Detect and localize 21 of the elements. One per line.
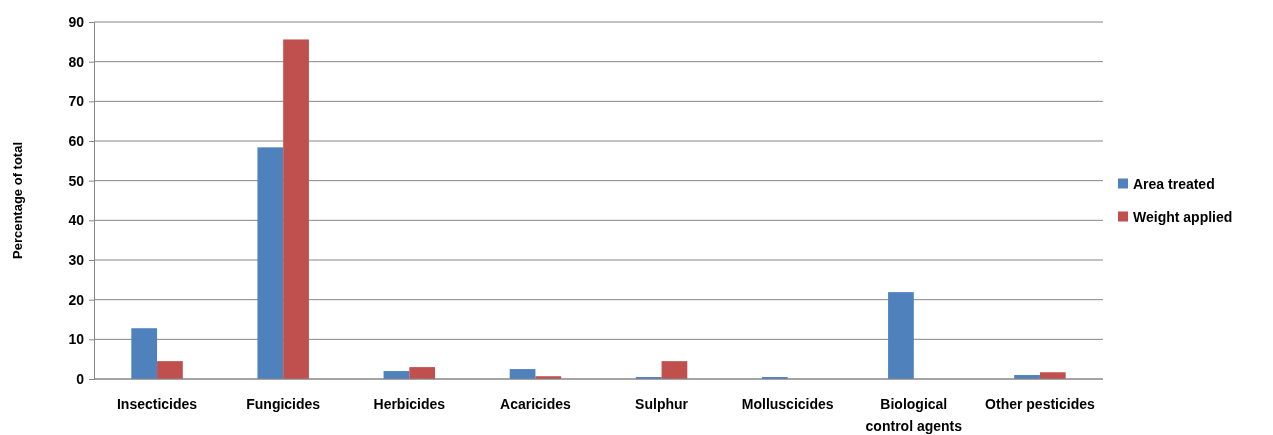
x-tick-label: Herbicides — [373, 396, 446, 412]
y-tick-label: 0 — [76, 370, 85, 387]
y-tick-label: 60 — [68, 132, 85, 149]
legend-label: Area treated — [1133, 175, 1215, 192]
y-tick-label: 40 — [68, 212, 85, 229]
x-tick-label: Fungicides — [246, 396, 321, 412]
y-tick-label: 30 — [68, 251, 85, 268]
y-tick-label: 50 — [68, 172, 85, 189]
y-tick-label: 20 — [68, 291, 85, 308]
x-tick-label: Biological control agents — [865, 396, 963, 434]
y-tick-label: 90 — [68, 13, 85, 30]
x-tick-label: Insecticides — [116, 396, 198, 412]
y-axis-title: Percentage of total — [10, 141, 25, 260]
x-tick-label: Molluscicides — [741, 396, 834, 412]
x-tick-label: Acaricides — [500, 396, 572, 412]
y-tick-label: 10 — [68, 331, 85, 348]
legend-label: Weight applied — [1133, 208, 1233, 225]
y-tick-label: 80 — [68, 53, 85, 70]
x-tick-label: Other pesticides — [985, 396, 1095, 412]
x-tick-label: Sulphur — [635, 396, 689, 412]
y-tick-label: 70 — [68, 93, 85, 110]
